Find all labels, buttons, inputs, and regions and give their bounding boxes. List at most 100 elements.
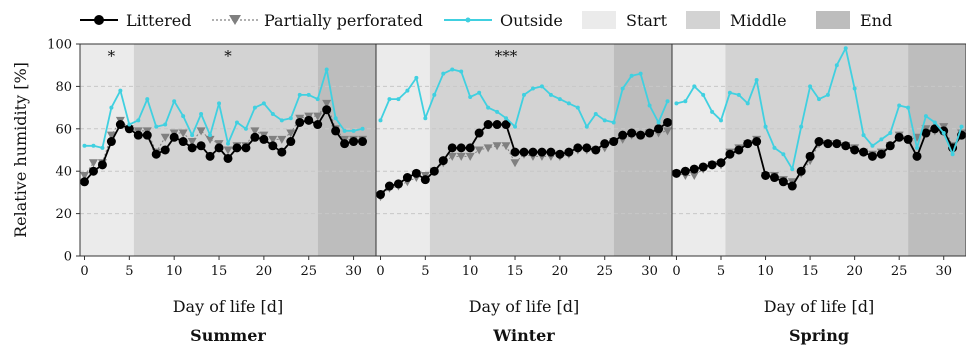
point-littered <box>716 158 726 168</box>
x-tick-label: 0 <box>80 264 88 279</box>
legend-partially-label: Partially perforated <box>264 11 423 30</box>
x-tick-label: 5 <box>421 264 429 279</box>
point-littered <box>97 160 107 170</box>
point-outside <box>414 75 419 80</box>
x-tick-label: 15 <box>802 264 819 279</box>
point-outside <box>306 92 311 97</box>
point-littered <box>313 120 323 130</box>
point-outside <box>270 111 275 116</box>
point-outside <box>190 133 195 138</box>
point-outside <box>692 84 697 89</box>
point-outside <box>638 71 643 76</box>
panel-title-summer: Summer <box>190 326 266 345</box>
point-littered <box>196 141 206 151</box>
x-axis-title: Day of life [d] <box>764 297 875 316</box>
point-outside <box>234 120 239 125</box>
point-littered <box>277 147 287 157</box>
point-littered <box>295 117 305 127</box>
point-outside <box>932 120 937 125</box>
y-tick-label: 60 <box>55 122 72 137</box>
point-outside <box>82 143 87 148</box>
point-littered <box>465 143 475 153</box>
point-littered <box>393 179 403 189</box>
point-littered <box>636 130 646 140</box>
point-littered <box>769 173 779 183</box>
legend-littered-label: Littered <box>126 11 191 30</box>
point-outside <box>629 73 634 78</box>
point-outside <box>575 105 580 110</box>
point-littered <box>885 141 895 151</box>
point-littered <box>429 166 439 176</box>
point-outside <box>423 116 428 121</box>
point-littered <box>115 120 125 130</box>
point-outside <box>243 126 248 131</box>
point-littered <box>734 145 744 155</box>
point-outside <box>333 116 338 121</box>
point-outside <box>665 99 670 104</box>
point-outside <box>727 90 732 95</box>
significance-marker: * <box>224 47 232 65</box>
period-band-start <box>376 44 430 256</box>
point-outside <box>459 69 464 74</box>
point-littered <box>627 128 637 138</box>
point-outside <box>870 143 875 148</box>
x-tick-label: 20 <box>256 264 273 279</box>
point-outside <box>208 133 213 138</box>
x-tick-label: 15 <box>211 264 228 279</box>
point-littered <box>555 149 565 159</box>
point-littered <box>474 128 484 138</box>
point-littered <box>214 143 224 153</box>
point-outside <box>324 67 329 72</box>
point-outside <box>959 124 964 129</box>
point-outside <box>719 118 723 123</box>
point-outside <box>477 90 482 95</box>
point-outside <box>145 97 150 102</box>
x-tick-label: 20 <box>846 264 863 279</box>
point-littered <box>205 151 215 161</box>
point-littered <box>698 162 708 172</box>
x-tick-label: 10 <box>462 264 479 279</box>
x-tick-label: 25 <box>891 264 908 279</box>
point-partially <box>277 135 287 144</box>
point-outside <box>495 109 500 114</box>
legend-littered-marker <box>94 15 104 25</box>
point-outside <box>199 111 204 116</box>
point-littered <box>564 147 574 157</box>
y-tick-label: 80 <box>55 80 72 95</box>
point-littered <box>787 181 797 191</box>
x-tick-label: 30 <box>641 264 658 279</box>
x-tick-label: 5 <box>717 264 725 279</box>
point-outside <box>279 118 284 123</box>
point-partially <box>250 127 260 136</box>
point-littered <box>850 145 860 155</box>
point-littered <box>124 124 134 134</box>
point-littered <box>591 145 601 155</box>
point-outside <box>941 131 946 136</box>
panel-title-spring: Spring <box>789 326 849 345</box>
point-partially <box>510 159 520 168</box>
panel-frame <box>671 43 966 257</box>
point-outside <box>109 105 114 110</box>
x-tick-label: 0 <box>376 264 384 279</box>
point-outside <box>825 92 830 97</box>
y-tick-label: 20 <box>55 207 72 222</box>
panel-winter: 0 5 10 15 20 25 30 *** Day of life [d] Winter <box>375 43 673 345</box>
legend-start-label: Start <box>626 11 668 30</box>
point-outside <box>360 126 365 131</box>
point-littered <box>250 132 260 142</box>
point-outside <box>683 99 688 104</box>
legend-item-outside: Outside <box>444 11 563 30</box>
point-partially <box>106 131 116 140</box>
point-littered <box>79 177 89 187</box>
legend-start-swatch <box>582 11 616 29</box>
point-littered <box>743 139 753 149</box>
point-partially <box>187 138 197 147</box>
panel-summer: 0 5 10 15 20 25 30 0 20 40 60 80 100 * * Day of life [d… <box>47 38 377 345</box>
point-outside <box>450 67 455 72</box>
point-partially <box>223 146 233 155</box>
legend-item-end: End <box>816 11 892 30</box>
point-littered <box>259 134 269 144</box>
y-axis-title: Relative humidity [%] <box>11 62 30 238</box>
point-littered <box>725 149 735 159</box>
point-littered <box>133 130 143 140</box>
